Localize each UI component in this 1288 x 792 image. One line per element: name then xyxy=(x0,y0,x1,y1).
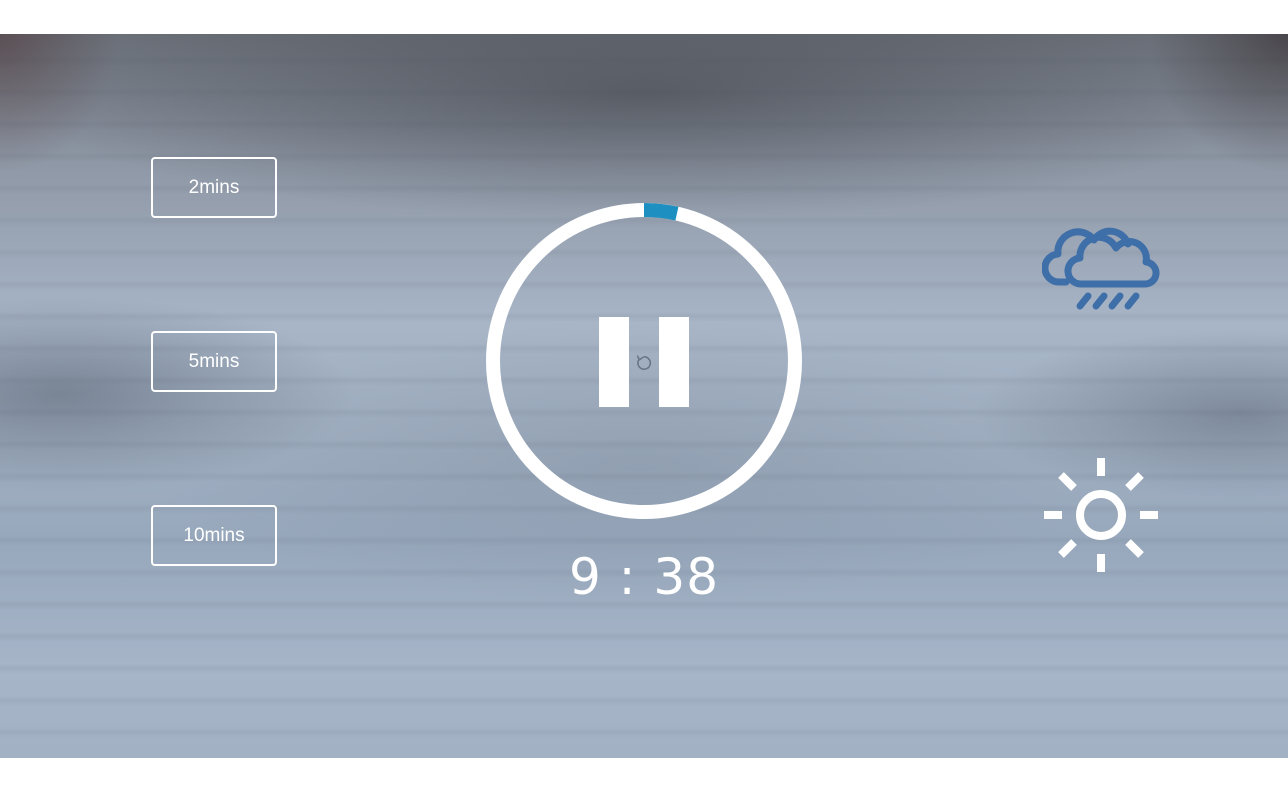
timer-ring-progress xyxy=(486,203,802,519)
countdown-display: 9 : 38 xyxy=(568,548,720,606)
duration-10min-button[interactable]: 10mins xyxy=(151,505,277,566)
duration-5min-button[interactable]: 5mins xyxy=(151,331,277,392)
restart-icon[interactable] xyxy=(634,353,654,373)
rain-cloud-icon[interactable] xyxy=(1042,210,1160,320)
timer-progress-ring xyxy=(486,203,802,519)
background-scene xyxy=(0,34,1288,758)
duration-2min-button[interactable]: 2mins xyxy=(151,157,277,218)
sun-icon[interactable] xyxy=(1041,455,1161,575)
background-shade-left xyxy=(0,34,120,174)
pause-button[interactable] xyxy=(598,317,690,409)
background-shade-right xyxy=(1148,34,1288,174)
